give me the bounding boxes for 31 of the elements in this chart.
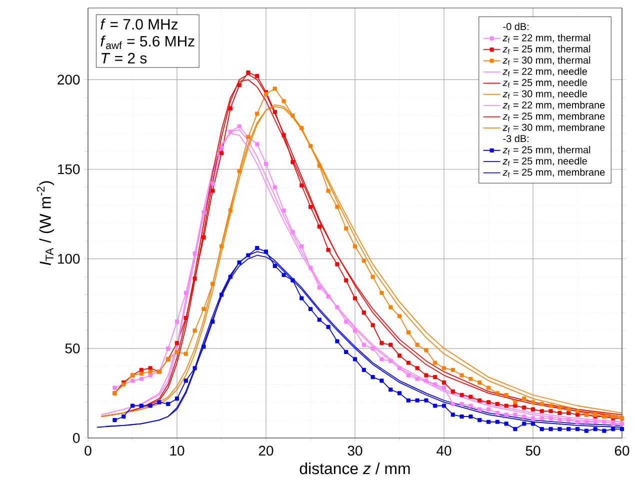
legend-label: z$_{f}$ = 25 mm, needle <box>502 78 587 88</box>
x-tick-label: 0 <box>84 446 92 456</box>
legend-label: z$_{f}$ = 30 mm, needle <box>502 90 587 99</box>
x-tick-label: 20 <box>258 446 274 456</box>
annotation: f$_{awf}$ = 5.6 MHz <box>100 36 194 50</box>
legend-label: z$_{f}$ = 25 mm, thermal <box>502 146 590 155</box>
legend-label: z$_{f}$ = 25 mm, membrane <box>502 112 605 122</box>
x-tick-label: 50 <box>526 446 540 456</box>
x-tick-label: 30 <box>348 446 362 456</box>
legend-label: z$_{f}$ = 22 mm, membrane <box>502 101 605 110</box>
legend-title: -0 dB: <box>503 22 528 30</box>
y-axis-title: I$_{TA}$ / (W m$^{-2}$) <box>36 181 54 266</box>
annotation: T = 2 s <box>102 52 147 64</box>
legend-label: z$_{f}$ = 25 mm, needle <box>502 157 587 166</box>
annotation: -3 dB: <box>503 134 528 142</box>
y-tick-label: 50 <box>65 343 80 354</box>
y-tick-label: 0 <box>73 433 80 443</box>
x-tick-label: 10 <box>170 446 184 456</box>
x-tick-label: 40 <box>436 446 452 456</box>
legend-label: z$_{f}$ = 22 mm, thermal <box>502 34 590 43</box>
x-axis-title: distance z / mm <box>300 462 410 474</box>
legend-label: z$_{f}$ = 25 mm, membrane <box>502 168 605 178</box>
legend-label: z$_{f}$ = 22 mm, needle <box>502 68 587 76</box>
y-tick-label: 200 <box>58 74 80 85</box>
legend-label: z$_{f}$ = 25 mm, thermal <box>502 45 590 54</box>
annotation: f = 7.0 MHz <box>100 18 178 30</box>
y-tick-label: 150 <box>58 164 80 174</box>
legend-label: z$_{f}$ = 30 mm, membrane <box>502 124 605 132</box>
legend-label: z$_{f}$ = 30 mm, thermal <box>502 56 590 66</box>
x-tick-label: 60 <box>614 446 630 456</box>
y-tick-label: 100 <box>58 254 80 264</box>
